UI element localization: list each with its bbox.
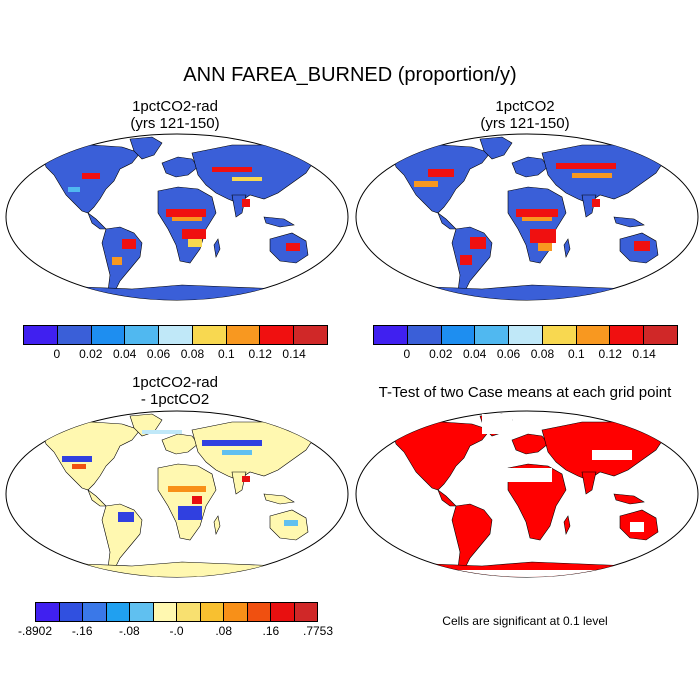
colorbar-tick-label: .16: [262, 624, 280, 638]
colorbar-swatch: [192, 326, 227, 344]
colorbar-swatch: [644, 326, 678, 344]
colorbar-tick-label: -.0: [169, 624, 184, 638]
colorbar-swatch: [226, 326, 261, 344]
colorbar-swatch: [374, 326, 408, 344]
fire-hotspots: [68, 167, 300, 265]
colorbar-swatch: [200, 603, 224, 621]
panel-2-title-line2: (yrs 121-150): [480, 115, 570, 132]
colorbar-swatch: [260, 326, 295, 344]
difference-cells: [62, 430, 298, 526]
colorbar-swatch: [24, 326, 58, 344]
colorbar-swatch: [407, 326, 442, 344]
map-1pctco2: [355, 133, 699, 301]
colorbar-swatch: [576, 326, 611, 344]
colorbar-tick-label: 0.14: [282, 347, 306, 361]
colorbar-tick-label: 0.12: [248, 347, 272, 361]
colorbar-swatch: [294, 603, 317, 621]
colorbar-tick-label: 0: [53, 347, 61, 361]
colorbar-swatch: [224, 603, 248, 621]
colorbar-swatch: [57, 326, 92, 344]
colorbar-tick-label: 0.02: [79, 347, 103, 361]
map-difference: [5, 410, 349, 578]
panel-1-title-line1: 1pctCO2-rad: [132, 98, 218, 115]
panel-2-title-line1: 1pctCO2: [495, 98, 555, 115]
colorbar-tick-label: 0.12: [598, 347, 622, 361]
map-significance: [355, 410, 699, 578]
colorbar-swatch: [83, 603, 107, 621]
colorbar-swatch: [441, 326, 476, 344]
figure-title: ANN FAREA_BURNED (proportion/y): [183, 64, 517, 86]
colorbar-swatch: [36, 603, 60, 621]
colorbar-swatch: [294, 326, 328, 344]
map-1pctco2-rad: [5, 133, 349, 301]
colorbar-difference: [35, 602, 318, 622]
colorbar-tick-label: -.08: [118, 624, 140, 638]
colorbar-tick-label: -.16: [71, 624, 93, 638]
colorbar-1pctco2: [373, 325, 678, 345]
colorbar-tick-label: 0.14: [632, 347, 656, 361]
colorbar-tick-label: 0: [403, 347, 411, 361]
panel-3-title-line1: 1pctCO2-rad: [132, 374, 218, 391]
colorbar-tick-label: 0.08: [180, 347, 205, 361]
colorbar-tick-label: 0.06: [496, 347, 521, 361]
colorbar-tick-label: 0.1: [567, 347, 585, 361]
panel-3-title: 1pctCO2-rad - 1pctCO2: [50, 374, 300, 408]
colorbar-swatch: [125, 326, 160, 344]
colorbar-swatch: [91, 326, 126, 344]
colorbar-swatch: [610, 326, 645, 344]
colorbar-swatch: [59, 603, 83, 621]
colorbar-swatch: [542, 326, 577, 344]
colorbar-swatch: [130, 603, 154, 621]
colorbar-swatch: [475, 326, 510, 344]
panel-1-title-line2: (yrs 121-150): [130, 115, 220, 132]
colorbar-tick-label: 0.04: [112, 347, 137, 361]
significance-note: Cells are significant at 0.1 level: [442, 614, 608, 628]
colorbar-swatch: [177, 603, 201, 621]
colorbar-tick-label: 0.1: [217, 347, 235, 361]
colorbar-tick-label: -.8902: [17, 624, 53, 638]
colorbar-swatch: [271, 603, 295, 621]
colorbar-swatch: [159, 326, 193, 344]
colorbar-tick-label: .08: [215, 624, 232, 638]
colorbar-1pctco2-rad: [23, 325, 328, 345]
colorbar-swatch: [247, 603, 271, 621]
colorbar-swatch: [509, 326, 543, 344]
colorbar-swatch: [106, 603, 130, 621]
colorbar-tick-label: 0.08: [530, 347, 555, 361]
insignificant-cells: [392, 414, 672, 577]
panel-4-title-line1: T-Test of two Case means at each grid po…: [378, 384, 672, 401]
panel-3-title-line2: - 1pctCO2: [140, 391, 210, 408]
colorbar-tick-label: 0.04: [462, 347, 487, 361]
colorbar-swatch: [153, 603, 177, 621]
panel-4-title: T-Test of two Case means at each grid po…: [355, 384, 695, 401]
panel-2-title: 1pctCO2 (yrs 121-150): [400, 98, 650, 132]
fire-hotspots: [414, 163, 650, 265]
panel-1-title: 1pctCO2-rad (yrs 121-150): [50, 98, 300, 132]
colorbar-tick-label: 0.06: [146, 347, 171, 361]
colorbar-tick-label: 0.02: [429, 347, 453, 361]
colorbar-tick-label: .7753: [302, 624, 334, 638]
